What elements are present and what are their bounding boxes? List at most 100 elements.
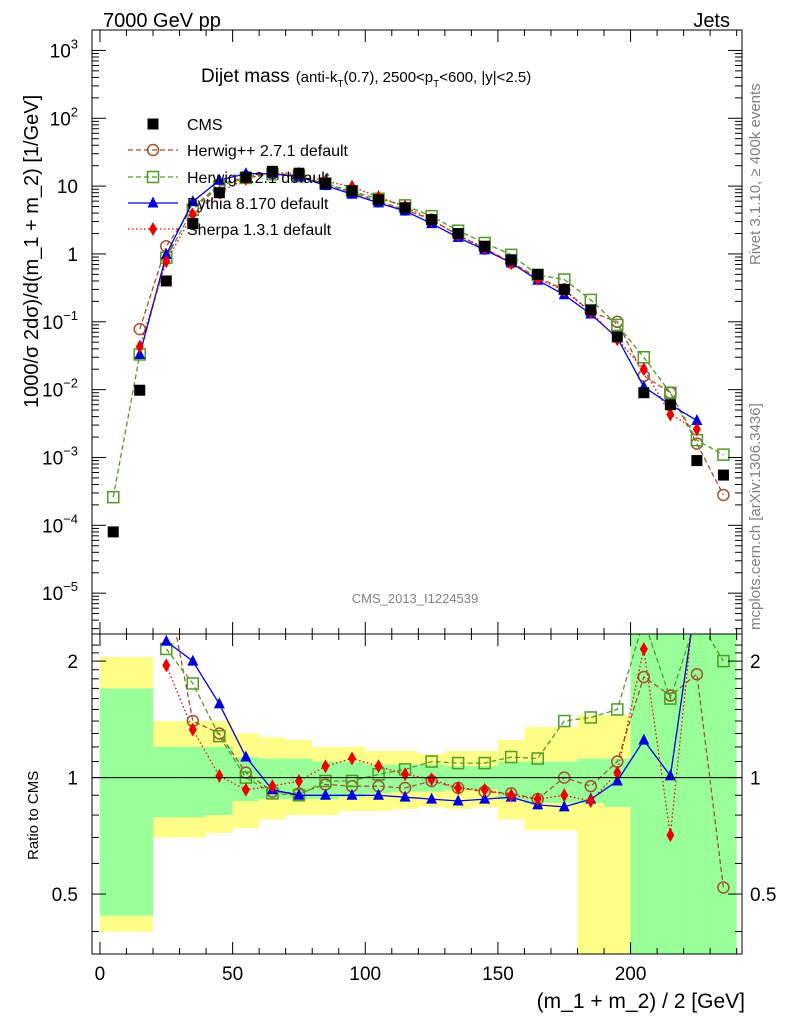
plot-title-detail2: (0.7), 2500<p bbox=[343, 69, 433, 86]
y-tick-label: 102 bbox=[50, 104, 78, 130]
cms-dist-point bbox=[479, 240, 491, 252]
herwig-7-2-1-default-ratio-point bbox=[584, 711, 598, 724]
plot-title-detail3: <600, |y|<2.5) bbox=[439, 69, 531, 86]
pythia-8-170-default-dist-point bbox=[691, 414, 703, 426]
sherpa-1-3-1-default-ratio-point bbox=[560, 788, 569, 803]
cms-dist-point bbox=[691, 455, 703, 467]
analysis-watermark: CMS_2013_I1224539 bbox=[352, 591, 479, 606]
sherpa-1-3-1-default-dist-point bbox=[162, 254, 171, 269]
x-tick-label: 100 bbox=[349, 964, 381, 985]
pythia-8-170-default-ratio-point bbox=[611, 774, 623, 786]
pythia-8-170-default-ratio-point bbox=[160, 634, 172, 646]
legend-marker bbox=[149, 222, 157, 236]
x-tick-label: 150 bbox=[482, 964, 514, 985]
plot-title: Dijet mass (anti-kT(0.7), 2500<pT<600, |y… bbox=[201, 66, 531, 90]
x-axis-label: (m_1 + m_2) / 2 [GeV] bbox=[537, 990, 745, 1013]
y-tick-label: 103 bbox=[50, 36, 78, 62]
pythia-8-170-default-ratio-point bbox=[346, 788, 358, 800]
plot-title-main: Dijet mass bbox=[201, 66, 290, 87]
herwig-7-2-1-default-ratio-point bbox=[319, 774, 332, 788]
pythia-8-170-default-ratio-point bbox=[638, 733, 650, 745]
legend-label: Pythia 8.170 default bbox=[187, 196, 329, 213]
sherpa-1-3-1-default-ratio-point bbox=[613, 765, 622, 780]
cms-dist-point bbox=[638, 387, 650, 399]
sherpa-1-3-1-default-ratio-point bbox=[188, 722, 197, 737]
herwig-7-2-1-default-ratio-point bbox=[638, 615, 649, 626]
rivet-label: Rivet 3.1.10, ≥ 400k events bbox=[747, 83, 764, 265]
cms-dist-point bbox=[558, 283, 570, 295]
legend-label: Sherpa 1.3.1 default bbox=[187, 222, 332, 239]
band-outer-bin bbox=[604, 715, 631, 954]
band-inner-bin bbox=[153, 746, 180, 818]
sherpa-1-3-1-default-ratio-point bbox=[533, 792, 542, 807]
y-tick-label: 1 bbox=[67, 245, 78, 266]
cms-dist-point bbox=[346, 185, 358, 197]
herwig-2-7-1-default-ratio-point bbox=[690, 667, 704, 681]
cms-dist-point bbox=[319, 177, 331, 189]
ratio-tick-label-left: 1 bbox=[67, 769, 78, 790]
ratio-tick-label-right: 2 bbox=[750, 652, 761, 673]
herwig-7-2-1-default-ratio-point bbox=[691, 612, 702, 623]
cms-dist-point bbox=[187, 218, 199, 230]
legend-marker bbox=[147, 196, 159, 208]
pythia-8-170-default-ratio-point bbox=[293, 788, 305, 800]
herwig-7-2-1-default-dist-point bbox=[106, 490, 120, 504]
cms-dist-point bbox=[293, 167, 305, 179]
sherpa-1-3-1-default-ratio-point bbox=[639, 641, 648, 656]
distribution-series bbox=[106, 165, 730, 538]
sherpa-1-3-1-default-ratio-point bbox=[268, 779, 277, 794]
band-inner-bin bbox=[657, 634, 684, 954]
mcplots-label: mcplots.cern.ch [arXiv:1306.3436] bbox=[747, 403, 764, 630]
cms-dist-point bbox=[399, 202, 411, 214]
legend-marker bbox=[146, 170, 160, 184]
legend-entry: Sherpa 1.3.1 default bbox=[128, 222, 332, 239]
herwig-7-2-1-default-dist-point bbox=[611, 318, 624, 332]
y-tick-label: 10 bbox=[57, 177, 78, 198]
cms-dist-point bbox=[426, 214, 438, 226]
x-tick-label: 50 bbox=[222, 964, 243, 985]
herwig-7-2-1-default-dist-point bbox=[717, 448, 730, 461]
herwig-2-7-1-default-dist-line bbox=[139, 172, 724, 496]
herwig-7-2-1-default-ratio-point bbox=[451, 756, 465, 770]
ratio-tick-label-left: 0.5 bbox=[52, 885, 78, 906]
uncertainty-bands bbox=[99, 634, 737, 954]
sherpa-1-3-1-default-dist-point bbox=[666, 407, 675, 422]
ratio-tick-label-left: 2 bbox=[67, 652, 78, 673]
sherpa-1-3-1-default-dist-point bbox=[639, 362, 648, 377]
herwig-2-7-1-default-ratio-point bbox=[637, 670, 651, 684]
band-outer-bin bbox=[577, 715, 605, 954]
sherpa-1-3-1-default-dist-point bbox=[135, 339, 144, 354]
legend-label: Herwig 7.2.1 default bbox=[187, 170, 330, 187]
legend-label: CMS bbox=[187, 117, 223, 134]
cms-dist-point bbox=[532, 268, 544, 280]
herwig-7-2-1-default-ratio-point bbox=[425, 755, 438, 768]
band-inner-bin bbox=[710, 634, 737, 954]
sherpa-1-3-1-default-ratio-point bbox=[693, 570, 701, 584]
ratio-tick-label-right: 0.5 bbox=[750, 885, 776, 906]
x-tick-label: 0 bbox=[95, 964, 106, 985]
pythia-8-170-default-ratio-point bbox=[426, 792, 438, 804]
cms-dist-point bbox=[240, 171, 252, 183]
axis-ticks: 0 50 100 150 20010310210110−110−210−310−410−… bbox=[42, 29, 776, 985]
cms-dist-point bbox=[452, 228, 464, 240]
cms-dist-point bbox=[134, 384, 146, 396]
herwig-7-2-1-default-ratio-point bbox=[186, 677, 200, 690]
legend-entry: Pythia 8.170 default bbox=[128, 196, 329, 213]
cms-dist-point bbox=[505, 254, 517, 266]
herwig-7-2-1-default-ratio-point bbox=[478, 756, 491, 770]
y-tick-label: 10−2 bbox=[42, 376, 78, 402]
sherpa-1-3-1-default-ratio-point bbox=[507, 788, 516, 803]
pythia-8-170-default-ratio-point bbox=[213, 697, 225, 709]
cms-dist-point bbox=[373, 194, 385, 206]
sherpa-1-3-1-default-dist-point bbox=[692, 422, 701, 437]
ratio-tick-label-right: 1 bbox=[750, 769, 761, 790]
sherpa-1-3-1-default-ratio-point bbox=[241, 782, 250, 797]
pythia-8-170-default-ratio-point bbox=[558, 800, 570, 812]
bottom-frame bbox=[91, 633, 743, 955]
plot-title-sub1: T bbox=[337, 79, 343, 90]
band-inner-bin bbox=[683, 634, 711, 954]
plot-title-detail: (anti-k bbox=[296, 69, 338, 86]
cms-dist-point bbox=[664, 399, 676, 411]
cms-dist-point bbox=[585, 304, 597, 316]
